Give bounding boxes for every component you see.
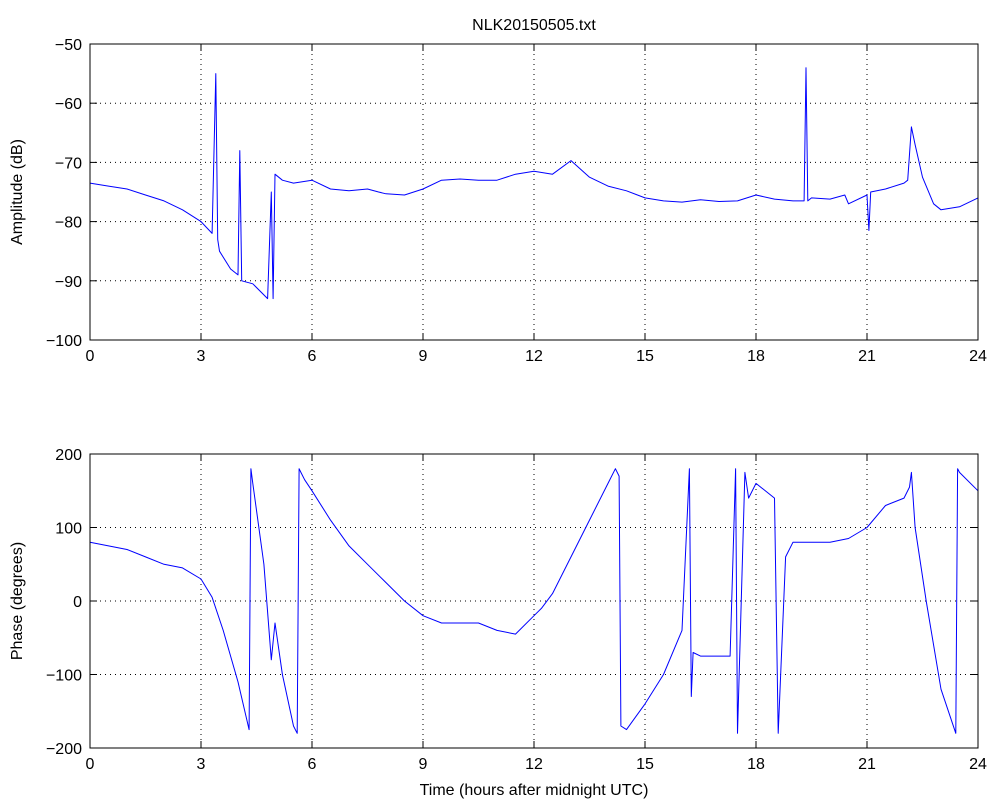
amplitude-x-tick-label: 0 [86,348,95,365]
phase-y-axis-label: Phase (degrees) [9,542,26,660]
phase-y-tick-label: −100 [46,668,82,685]
amplitude-y-tick-label: −70 [55,155,82,172]
phase-x-tick-label: 6 [308,756,317,773]
phase-y-tick-label: −200 [46,741,82,758]
amplitude-x-tick-label: 21 [858,348,876,365]
amplitude-y-tick-label: −80 [55,215,82,232]
phase-plot-area [89,453,979,749]
phase-plot: 0 3 6 9 12 15 18 21 24 200 100 0 −100 −200 Time (hours… [9,447,987,799]
amplitude-x-tick-label: 15 [636,348,654,365]
amplitude-x-tick-label: 9 [419,348,428,365]
amplitude-series-line [89,67,979,300]
phase-x-tick-label: 15 [636,756,654,773]
phase-y-tick-label: 100 [55,521,82,538]
phase-axes-frame [89,453,979,749]
amplitude-x-tick-label: 12 [525,348,543,365]
amplitude-y-tick-label: −90 [55,274,82,291]
phase-x-tick-label: 0 [86,756,95,773]
phase-x-tick-label: 3 [197,756,206,773]
phase-y-tick-label: 200 [55,447,82,464]
phase-x-tick-label: 9 [419,756,428,773]
phase-x-axis-label: Time (hours after midnight UTC) [420,782,649,799]
amplitude-x-tick-label: 24 [969,348,987,365]
phase-series-line [89,468,979,734]
amplitude-x-tick-label: 3 [197,348,206,365]
amplitude-plot-area [89,43,979,341]
phase-x-tick-label: 18 [747,756,765,773]
phase-x-tick-label: 24 [969,756,987,773]
phase-x-tick-label: 21 [858,756,876,773]
phase-y-tick-label: 0 [73,594,82,611]
amplitude-x-tick-label: 18 [747,348,765,365]
amplitude-chart-title: NLK20150505.txt [472,17,596,34]
amplitude-plot: 0 3 6 9 12 15 18 21 24 −50 −60 −70 −80 −90 −100 NLK2015… [9,17,987,365]
amplitude-axes-frame [89,43,979,341]
amplitude-y-tick-label: −60 [55,96,82,113]
amplitude-y-axis-label: Amplitude (dB) [9,139,26,245]
amplitude-y-tick-label: −100 [46,333,82,350]
amplitude-y-tick-label: −50 [55,37,82,54]
phase-x-tick-label: 12 [525,756,543,773]
amplitude-x-tick-label: 6 [308,348,317,365]
